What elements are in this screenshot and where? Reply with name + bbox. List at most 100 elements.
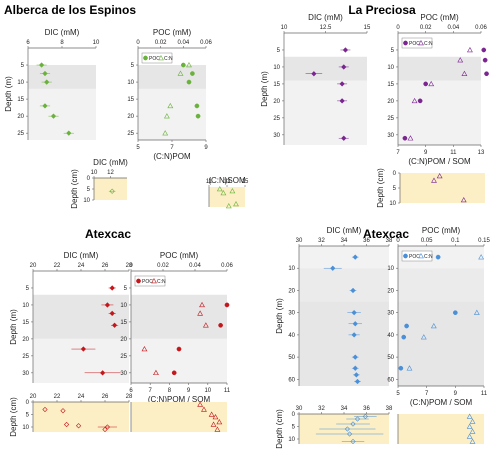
data-point (42, 103, 48, 109)
water-layer-band (131, 294, 227, 339)
water-layer-band (131, 338, 227, 383)
data-point (186, 62, 192, 68)
sediment-zone (209, 187, 245, 207)
y-tick-label: 5 (26, 286, 30, 292)
data-point (195, 113, 201, 119)
data-point (109, 188, 115, 194)
y-tick-label: 5 (124, 286, 128, 292)
panel-atexcac-sediment-CN (130, 401, 227, 432)
x-tick-label: 0.1 (451, 238, 460, 244)
data-point (407, 135, 414, 141)
y-tick-label: 20 (273, 99, 280, 105)
y-tick-label: 25 (127, 131, 134, 137)
panel-la-preciosa-sediment-CN: 0 5 10 Depth (cm) (376, 168, 485, 208)
y-tick-label: 15 (22, 320, 29, 326)
y-tick-label: 30 (387, 311, 394, 317)
legend-cn-marker (418, 39, 424, 46)
data-point (233, 200, 239, 207)
series-triangle (431, 172, 467, 203)
data-point (457, 57, 464, 63)
series-diamond (108, 188, 116, 194)
data-point (190, 71, 195, 76)
series-diamond (305, 47, 351, 141)
data-point (176, 346, 182, 352)
data-point (194, 103, 200, 109)
lake-title-preciosa: La Preciosa (348, 3, 416, 17)
panel-title: POC (mM) (160, 251, 199, 260)
data-point (461, 70, 468, 76)
data-point (351, 332, 357, 338)
panel-title: DIC (mM) (327, 226, 362, 235)
data-point (411, 97, 418, 104)
x2-axis-label: (C:N)POM (153, 152, 191, 161)
series-c-n (162, 62, 192, 136)
legend-poc-marker (403, 253, 408, 259)
x-tick-label: 20 (30, 394, 37, 400)
legend: POC C:N (141, 52, 173, 64)
series-diamond (323, 254, 362, 385)
y-tick-label: 20 (22, 337, 29, 343)
data-point (109, 285, 115, 291)
data-point (63, 421, 70, 428)
y-tick-label: 25 (387, 116, 394, 122)
axes: 10 12 0 5 10 (83, 170, 127, 204)
axes: 11 13 15 (206, 179, 249, 207)
x2-tick-label: 9 (204, 145, 208, 151)
series-triangle (197, 401, 223, 432)
y-tick-label: 60 (387, 377, 394, 383)
legend-poc-label: POC (142, 279, 153, 285)
x-tick-label: 0.02 (155, 40, 167, 46)
x-tick-label: 30 (296, 406, 303, 412)
series-diamond (36, 62, 74, 136)
data-point (66, 130, 72, 136)
x-tick-label: 0.06 (475, 25, 487, 31)
series-c-n (407, 46, 473, 141)
panel-alchichica-water-POC: 0 0.05 0.1 0.15 5 7 9 11 10 20 30 40 50 60 POC (mM) (C:… (387, 226, 490, 407)
axes: 30 32 34 36 38 10 20 30 40 50 60 (288, 238, 393, 386)
data-point (452, 310, 458, 316)
legend: POC C:N (401, 250, 433, 262)
series-triangle (216, 185, 239, 209)
data-point (350, 287, 356, 294)
y-tick-label: 30 (288, 311, 295, 317)
panel-alchichica-water-DIC: 30 32 34 36 38 10 20 30 40 50 60 DIC (mM) Depth (m) (275, 226, 393, 386)
data-point (229, 187, 236, 194)
legend-poc-label: POC (409, 254, 420, 260)
y-tick-label: 5 (391, 48, 395, 54)
x-tick-label: 32 (318, 406, 325, 412)
series-poc (398, 254, 458, 371)
water-layer-band (28, 88, 96, 140)
data-point (42, 406, 48, 413)
y-axis-label: Depth (cm) (376, 168, 385, 208)
axes: 0 0.02 0.04 0.06 7 9 11 13 5 10 15 20 25 30 (387, 25, 487, 156)
x-tick-label: 26 (102, 263, 109, 269)
x-tick-label: 22 (54, 394, 61, 400)
axes: 30 32 34 36 38 0 5 10 (288, 406, 393, 444)
y-tick-label: 10 (127, 80, 134, 86)
x-tick-label: 0.06 (200, 40, 212, 46)
y-axis-label: Depth (m) (4, 76, 13, 112)
y-tick-label: 15 (17, 97, 24, 103)
data-point (423, 81, 429, 87)
x2-tick-label: 9 (454, 391, 458, 397)
water-layer-band (33, 338, 129, 383)
axes: 20 22 24 26 28 0 5 10 (22, 394, 133, 432)
x-tick-label: 13 (224, 179, 231, 185)
axes: 0 0.02 0.04 0.06 6 7 8 9 10 11 5 10 15 20 25 30 (120, 263, 233, 394)
series-poc (171, 302, 230, 376)
data-point (398, 365, 404, 371)
x-tick-label: 26 (102, 394, 109, 400)
y-tick-label: 20 (127, 114, 134, 120)
x-tick-label: 0.05 (421, 238, 433, 244)
x-tick-label: 32 (318, 238, 325, 244)
panel-title: DIC (mM) (45, 28, 80, 37)
data-point (197, 310, 204, 316)
panel-title: DIC (mM) (64, 251, 99, 260)
data-point (171, 370, 177, 376)
x-tick-label: 36 (363, 238, 370, 244)
panel-title: POC (mM) (420, 13, 459, 22)
y-tick-label: 30 (120, 371, 127, 377)
panel-alchichica-sediment-CN (397, 413, 484, 444)
y-tick-label: 5 (393, 186, 397, 192)
data-point (469, 418, 476, 424)
